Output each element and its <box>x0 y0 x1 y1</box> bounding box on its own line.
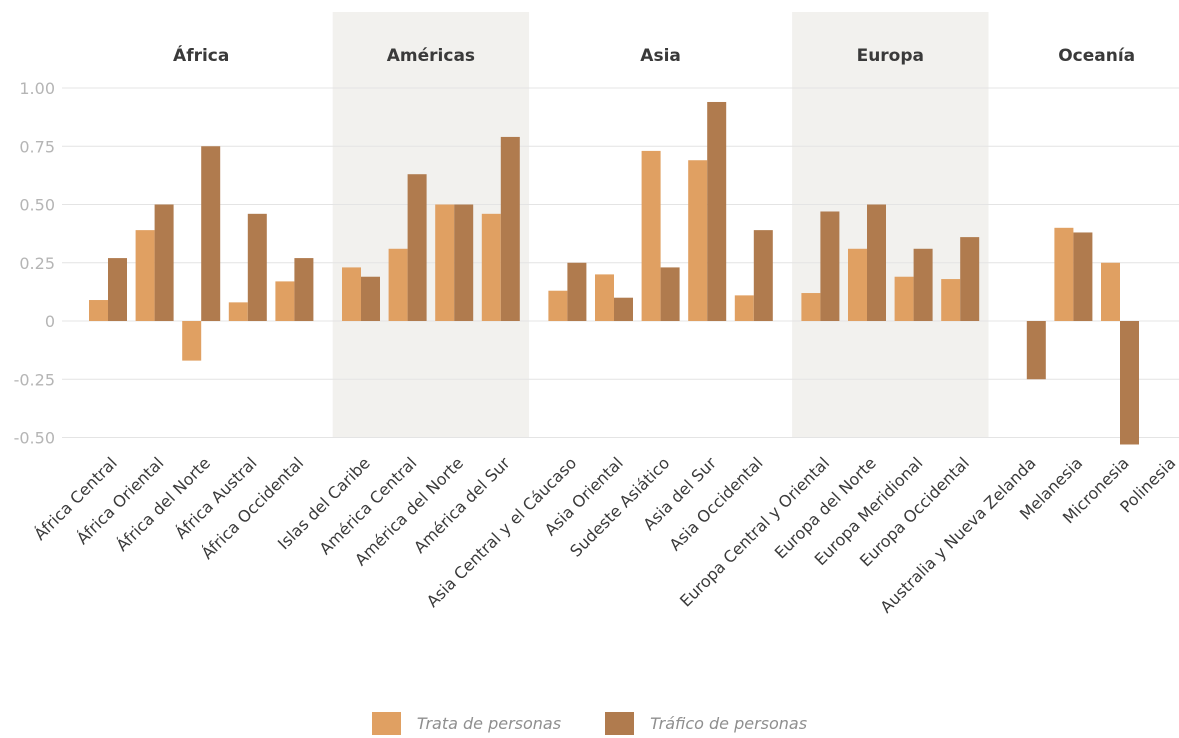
bar-trafico <box>913 248 933 321</box>
bar-trafico <box>454 204 474 321</box>
bar-trafico <box>247 213 267 321</box>
bar-trafico <box>867 204 886 321</box>
bar-trafico <box>500 136 520 321</box>
bar-trata <box>342 267 361 321</box>
bar-trata <box>801 293 821 321</box>
bar-trata <box>548 290 568 321</box>
group-label: Asia <box>640 46 681 66</box>
bar-trafico <box>1120 321 1139 445</box>
legend: Trata de personas Tráfico de personas <box>0 708 1179 738</box>
bar-trata <box>481 213 501 321</box>
bar-trafico <box>1073 232 1093 321</box>
bar-trafico <box>960 237 980 321</box>
bar-trata <box>388 248 408 321</box>
bar-trata <box>275 281 295 321</box>
y-tick-label: 0.25 <box>19 254 55 273</box>
bar-trata <box>89 300 108 321</box>
bar-trata <box>182 321 202 361</box>
bar-trata <box>641 150 661 321</box>
y-tick-label: -0.25 <box>14 370 55 389</box>
bar-trata <box>595 274 614 321</box>
y-tick-label: -0.50 <box>14 429 55 448</box>
bar-trafico <box>361 276 380 321</box>
bar-trafico <box>201 146 221 321</box>
bar-trata <box>941 279 961 321</box>
legend-item-trafico: Tráfico de personas <box>605 711 808 735</box>
bar-trafico <box>108 258 127 321</box>
legend-label-trafico: Tráfico de personas <box>650 713 808 733</box>
bar-trafico <box>614 297 633 321</box>
bar-trafico <box>753 230 773 321</box>
bar-trafico <box>820 211 840 321</box>
bar-trafico <box>154 204 174 321</box>
legend-swatch-trafico <box>605 711 635 735</box>
group-label: Europa <box>857 46 924 66</box>
bar-trata <box>894 276 914 321</box>
bar-trata <box>435 204 455 321</box>
legend-swatch-trata <box>371 711 401 735</box>
x-tick-label: África Austral <box>171 453 260 542</box>
legend-label-trata: Trata de personas <box>416 713 562 733</box>
bar-trafico <box>1026 321 1046 380</box>
y-tick-label: 0.75 <box>19 137 55 156</box>
bar-trata <box>1101 262 1120 321</box>
group-label: Américas <box>387 46 475 66</box>
chart: 1.00 0.75 0.50 0.25 0 -0.25 -0.50 África Améric… <box>14 12 1179 617</box>
x-tick-label: África Central <box>30 453 120 543</box>
bar-trata <box>734 295 754 321</box>
y-tick-label: 0 <box>45 312 55 331</box>
bar-trata <box>688 160 708 321</box>
bar-trafico <box>707 101 727 321</box>
bar-trata <box>848 248 867 321</box>
bar-trafico <box>660 267 680 321</box>
y-tick-label: 1.00 <box>19 79 55 98</box>
bar-trafico <box>294 258 314 321</box>
legend-item-trata: Trata de personas <box>371 711 562 735</box>
bar-trafico <box>407 174 427 321</box>
group-label: Oceanía <box>1058 46 1135 66</box>
group-label: África <box>173 44 229 66</box>
bar-trata <box>135 230 155 321</box>
bar-trata <box>1054 227 1074 321</box>
bar-trafico <box>567 262 587 321</box>
bar-trata <box>228 302 248 321</box>
y-tick-label: 0.50 <box>19 196 55 215</box>
